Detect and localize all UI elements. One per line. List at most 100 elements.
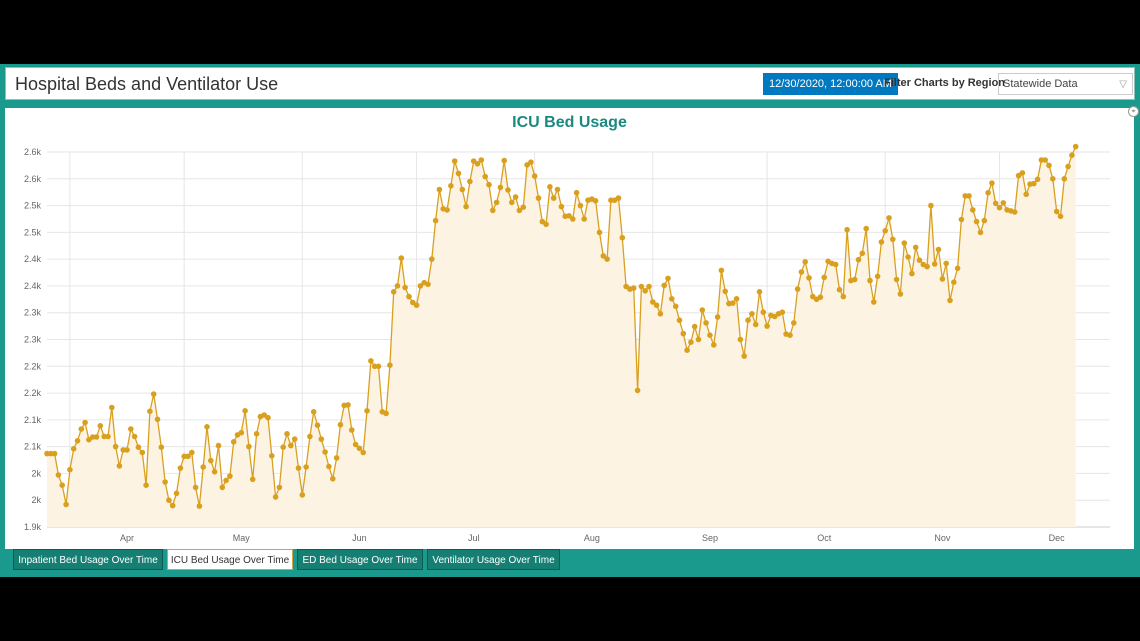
data-point: [196, 503, 203, 509]
data-point: [185, 453, 191, 460]
data-point: [695, 336, 702, 343]
data-point: [116, 463, 123, 469]
x-tick-label: May: [233, 533, 251, 543]
data-point: [806, 275, 812, 281]
data-point: [253, 431, 260, 437]
data-point: [330, 476, 336, 482]
data-point: [791, 320, 797, 326]
data-point: [169, 502, 176, 509]
data-point: [543, 221, 549, 228]
region-select-value: Statewide Data: [1003, 78, 1078, 90]
data-point: [448, 183, 454, 189]
x-tick-label: Jul: [468, 533, 480, 543]
data-point: [570, 216, 576, 222]
data-point: [375, 363, 382, 370]
data-point: [368, 358, 374, 364]
data-point: [691, 323, 698, 330]
data-point: [634, 387, 641, 394]
tab-inpatient-bed-usage[interactable]: Inpatient Bed Usage Over Time: [13, 549, 163, 570]
data-point: [528, 159, 534, 165]
data-point: [67, 466, 73, 473]
data-point: [425, 281, 431, 288]
data-point: [1011, 209, 1018, 215]
data-point: [779, 309, 786, 315]
data-point: [581, 216, 587, 222]
data-point: [189, 449, 195, 456]
y-tick-label: 2.5k: [24, 227, 42, 237]
data-point: [131, 433, 138, 440]
data-point: [383, 410, 389, 417]
data-point: [718, 267, 725, 274]
data-point: [402, 284, 408, 291]
data-point: [947, 297, 953, 304]
data-point: [326, 463, 332, 470]
x-tick-label: Nov: [934, 533, 951, 543]
data-point: [1019, 170, 1026, 176]
data-point: [211, 469, 218, 475]
expand-icon[interactable]: ⌖: [1128, 106, 1139, 117]
x-tick-label: Dec: [1049, 533, 1066, 543]
data-point: [897, 291, 904, 297]
tab-ed-bed-usage[interactable]: ED Bed Usage Over Time: [297, 549, 423, 570]
data-point: [249, 476, 256, 483]
y-tick-label: 2.2k: [24, 388, 42, 398]
data-point: [1050, 176, 1056, 182]
data-point: [840, 293, 847, 300]
data-point: [901, 240, 908, 246]
data-point: [722, 288, 728, 295]
data-point: [295, 465, 302, 471]
data-point: [844, 226, 850, 233]
data-point: [55, 472, 62, 478]
date-badge: 12/30/2020, 12:00:00 AM: [763, 73, 898, 95]
data-point: [78, 426, 85, 432]
data-point: [798, 269, 805, 275]
data-point: [154, 416, 161, 423]
data-point: [1061, 176, 1068, 182]
data-point: [128, 426, 134, 432]
data-point: [1031, 180, 1037, 187]
data-point: [878, 239, 885, 245]
data-point: [951, 279, 957, 285]
tab-ventilator-usage[interactable]: Ventilator Usage Over Time: [427, 549, 560, 570]
data-point: [192, 484, 199, 491]
data-point: [707, 332, 713, 338]
region-select[interactable]: Statewide Data ▽: [998, 73, 1133, 95]
data-point: [51, 450, 58, 457]
data-point: [490, 207, 496, 214]
chart-title: ICU Bed Usage: [512, 114, 627, 131]
data-point: [310, 409, 317, 415]
data-point: [817, 294, 824, 300]
data-point: [109, 404, 115, 411]
data-point: [939, 276, 946, 282]
data-point: [269, 453, 275, 459]
data-point: [333, 455, 340, 461]
data-point: [505, 187, 511, 193]
data-point: [966, 193, 972, 199]
data-point: [356, 445, 363, 452]
data-point: [360, 449, 367, 456]
data-point: [619, 234, 626, 241]
data-point: [973, 218, 980, 225]
data-point: [737, 336, 744, 343]
y-tick-label: 2.6k: [24, 147, 42, 157]
data-point: [1053, 208, 1060, 215]
data-point: [349, 427, 355, 433]
data-point: [916, 257, 923, 263]
tab-icu-bed-usage[interactable]: ICU Bed Usage Over Time: [167, 549, 293, 570]
data-point: [931, 261, 938, 267]
data-point: [996, 204, 1003, 211]
data-point: [573, 189, 580, 196]
data-point: [669, 296, 675, 302]
app-title: Hospital Beds and Ventilator Use: [15, 74, 279, 94]
data-point: [451, 158, 458, 164]
data-point: [905, 254, 911, 260]
data-point: [390, 289, 397, 295]
data-point: [1069, 152, 1075, 158]
data-point: [802, 259, 808, 265]
data-point: [432, 217, 439, 224]
data-point: [832, 261, 839, 268]
data-point: [711, 342, 717, 348]
data-point: [943, 260, 949, 267]
data-point: [928, 202, 934, 209]
data-point: [394, 283, 401, 289]
